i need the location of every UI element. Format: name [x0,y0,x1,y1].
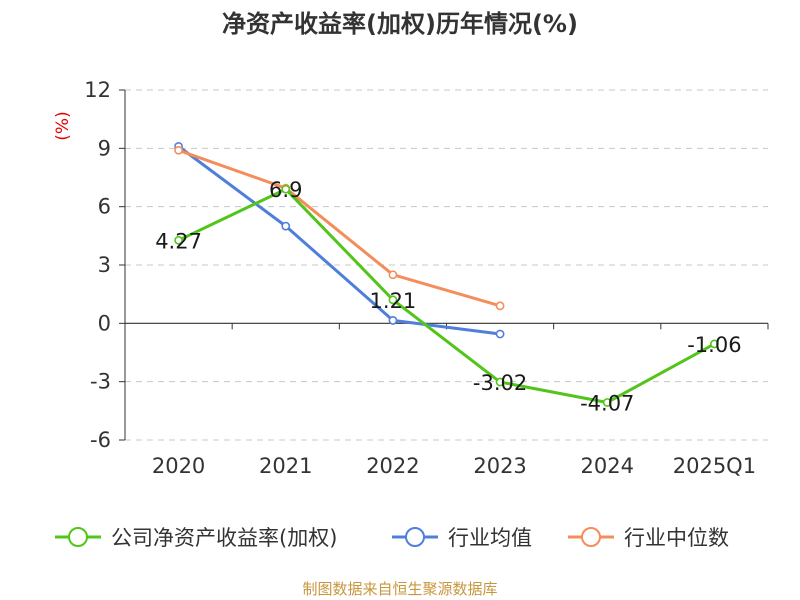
series-line-0 [177,187,716,404]
y-tick-label: 3 [98,253,111,277]
source-note: 制图数据来自恒生聚源数据库 [302,580,497,598]
legend-label-2: 行业中位数 [624,526,729,550]
series-line-1 [177,145,501,336]
gridlines [125,89,768,441]
legend-label-0: 公司净资产收益率(加权) [111,526,337,550]
data-point-0 [710,339,719,349]
chart-title: 净资产收益率(加权)历年情况(%) [222,10,578,38]
y-tick-label: -6 [90,428,111,452]
legend-marker-1 [405,527,425,547]
data-label: 1.21 [370,289,417,313]
x-tick-label: 2020 [152,454,205,478]
x-tick-label: 2025Q1 [673,454,756,478]
axes: 12 9 6 3 0 -3 -6 2020 2021 2022 2023 2024 2025Q1 [84,78,769,478]
x-tick-label: 2024 [581,454,634,478]
data-point-2 [388,270,398,280]
x-tick-label: 2022 [366,454,419,478]
data-label: -1.06 [687,333,741,357]
y-tick-label: 6 [98,195,111,219]
data-point-2 [495,301,505,311]
legend: 公司净资产收益率(加权) 行业均值 行业中位数 [55,526,729,550]
series-line-2 [178,148,501,308]
y-tick-label: 0 [98,311,111,335]
data-point-0 [602,398,612,407]
legend-marker-2 [581,527,601,547]
data-point-1 [281,221,291,231]
x-tick-label: 2021 [259,454,312,478]
data-label: 4.27 [155,229,202,253]
y-tick-label: -3 [90,370,111,394]
data-point-2 [174,145,183,155]
data-labels: 4.27 6.9 1.21 -3.02 -4.07 -1.06 [155,178,741,415]
data-label: 6.9 [269,178,302,202]
data-point-0 [495,377,505,387]
legend-marker-0 [68,527,88,547]
y-tick-label: 9 [98,136,111,160]
y-axis-label: (%) [53,111,73,140]
data-point-1 [495,329,505,339]
x-tick-label: 2023 [473,454,526,478]
series-lines [174,141,719,407]
data-point-0 [281,184,291,194]
data-point-0 [174,235,183,245]
legend-label-1: 行业均值 [448,526,532,550]
data-point-0 [388,295,398,305]
data-label: -4.07 [580,391,634,415]
data-point-1 [388,316,398,325]
data-label: -3.02 [473,371,527,395]
y-tick-label: 12 [84,78,111,102]
